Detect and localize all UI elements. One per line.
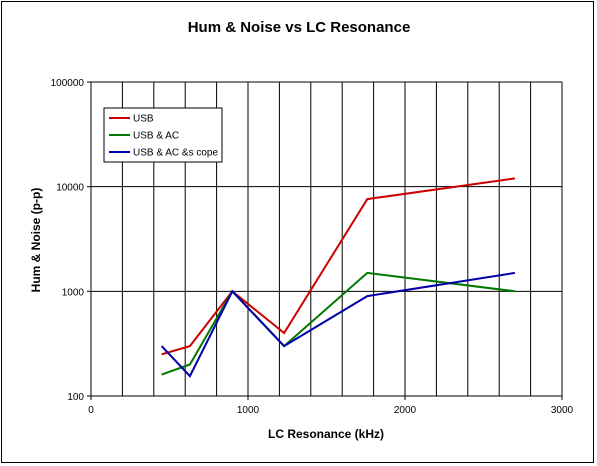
legend-entry: USB & AC [133, 131, 179, 142]
legend: USB USB & AC USB & AC &s cope [103, 107, 223, 163]
tick-labels: 0 1000 2000 3000 100 1000 10000 100000 [51, 78, 574, 416]
y-axis-label: Hum & Noise (p-p) [29, 188, 43, 293]
y-tick-label: 1000 [62, 287, 85, 298]
series-line [161, 177, 516, 356]
series-lines [160, 177, 516, 378]
x-tick-label: 2000 [394, 405, 417, 416]
y-tick-label: 100000 [51, 78, 85, 89]
chart-title: Hum & Noise vs LC Resonance [188, 19, 411, 36]
x-axis-label: LC Resonance (kHz) [268, 427, 384, 441]
x-tick-label: 1000 [237, 405, 260, 416]
series-line [160, 271, 516, 378]
y-tick-label: 100 [67, 392, 84, 403]
legend-entry: USB & AC &s cope [133, 148, 218, 159]
x-tick-label: 0 [88, 405, 94, 416]
y-tick-label: 10000 [56, 183, 84, 194]
legend-entry: USB [133, 114, 154, 125]
x-tick-label: 3000 [551, 405, 574, 416]
